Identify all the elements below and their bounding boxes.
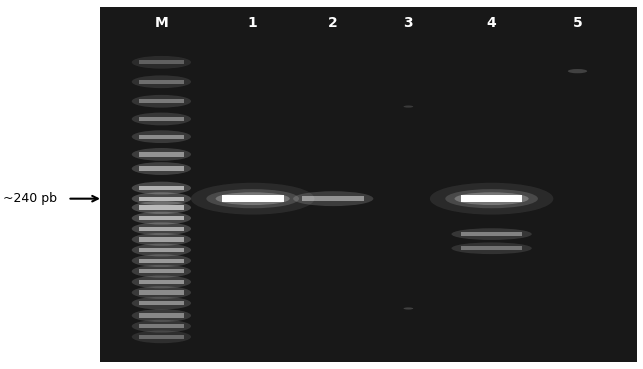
Ellipse shape [430, 183, 554, 215]
Text: 3: 3 [404, 16, 413, 30]
Bar [139, 206, 185, 210]
Text: 2: 2 [329, 16, 338, 30]
Bar [139, 166, 185, 171]
Ellipse shape [132, 95, 191, 108]
Text: 4: 4 [487, 16, 496, 30]
Text: M: M [154, 16, 168, 30]
Bar [139, 301, 185, 305]
Text: ~240 pb: ~240 pb [3, 192, 57, 205]
Ellipse shape [451, 228, 532, 240]
Ellipse shape [132, 233, 191, 246]
Ellipse shape [132, 130, 191, 143]
Bar [139, 99, 185, 103]
Bar [139, 269, 185, 273]
Ellipse shape [191, 183, 314, 215]
Ellipse shape [206, 189, 299, 208]
Ellipse shape [293, 191, 374, 206]
Ellipse shape [455, 192, 529, 205]
Bar [139, 290, 185, 295]
Ellipse shape [404, 106, 413, 108]
Bar [302, 196, 364, 201]
Ellipse shape [132, 286, 191, 299]
Ellipse shape [568, 69, 587, 73]
Ellipse shape [132, 331, 191, 343]
Ellipse shape [132, 320, 191, 332]
Ellipse shape [132, 223, 191, 235]
Ellipse shape [446, 189, 538, 208]
Ellipse shape [132, 297, 191, 310]
Bar [139, 80, 185, 84]
Bar [139, 259, 185, 263]
Ellipse shape [132, 75, 191, 88]
Bar [139, 152, 185, 156]
Ellipse shape [404, 307, 413, 310]
Ellipse shape [215, 192, 290, 205]
Bar [461, 196, 523, 202]
Ellipse shape [132, 182, 191, 194]
Bar [139, 335, 185, 339]
Bar [139, 186, 185, 190]
Bar [139, 135, 185, 139]
Ellipse shape [451, 242, 532, 254]
Bar [222, 196, 284, 202]
Bar [139, 117, 185, 121]
Ellipse shape [132, 201, 191, 214]
Bar [139, 313, 185, 318]
Bar [139, 237, 185, 242]
Ellipse shape [132, 56, 191, 69]
Ellipse shape [132, 265, 191, 277]
Text: 5: 5 [573, 16, 583, 30]
Ellipse shape [132, 309, 191, 322]
Ellipse shape [132, 162, 191, 175]
Bar [139, 227, 185, 231]
Text: 1: 1 [248, 16, 258, 30]
Bar [139, 280, 185, 284]
Ellipse shape [132, 244, 191, 256]
Bar [139, 248, 185, 252]
Ellipse shape [132, 254, 191, 267]
Bar [139, 197, 185, 201]
Ellipse shape [132, 113, 191, 125]
Bar [139, 324, 185, 328]
Ellipse shape [132, 212, 191, 224]
Bar [139, 60, 185, 65]
Bar [461, 232, 523, 236]
Ellipse shape [132, 276, 191, 288]
Ellipse shape [132, 192, 191, 205]
Bar [139, 216, 185, 220]
Bar [461, 246, 523, 250]
Ellipse shape [132, 148, 191, 161]
